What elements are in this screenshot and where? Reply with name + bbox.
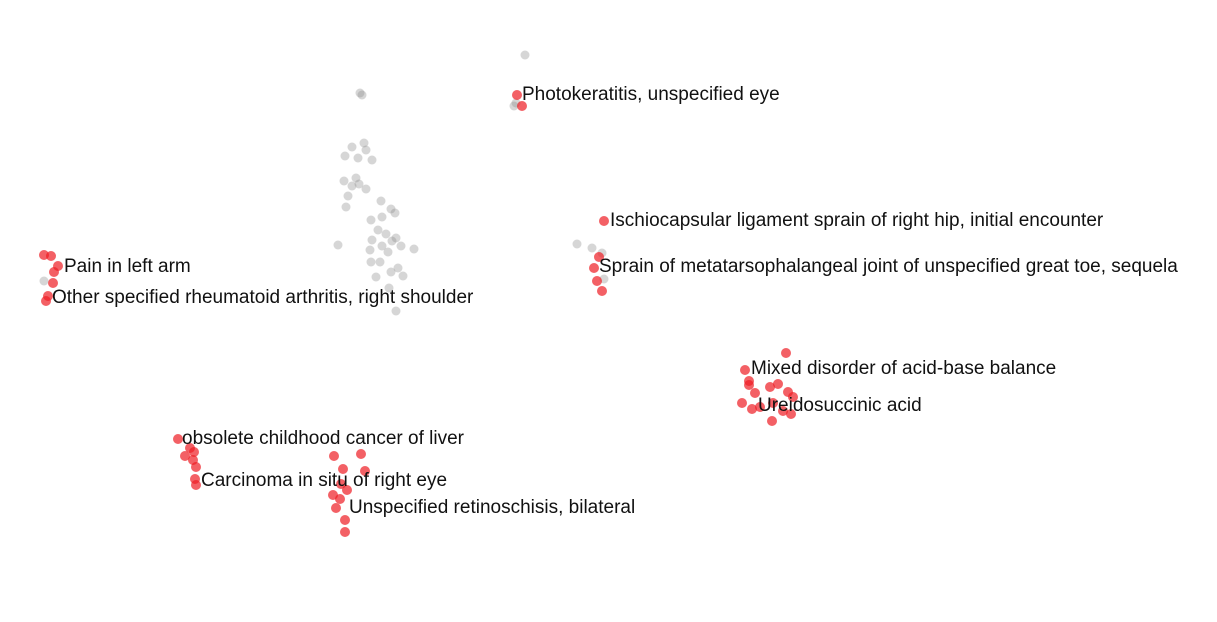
point-annotation-label: obsolete childhood cancer of liver — [182, 428, 465, 449]
gray-data-point — [365, 245, 375, 255]
gray-data-point — [367, 235, 377, 245]
red-data-point — [342, 485, 352, 495]
red-data-point — [360, 466, 370, 476]
gray-data-point — [353, 153, 363, 163]
gray-data-point — [387, 236, 397, 246]
gray-data-point — [377, 241, 387, 251]
gray-data-point — [354, 179, 364, 189]
gray-data-point — [361, 145, 371, 155]
red-data-point — [340, 515, 350, 525]
red-data-point — [592, 276, 602, 286]
gray-data-point — [333, 240, 343, 250]
red-data-point — [788, 392, 798, 402]
gray-data-point — [390, 208, 400, 218]
gray-data-point — [359, 138, 369, 148]
gray-data-point — [366, 257, 376, 267]
gray-data-point — [396, 241, 406, 251]
gray-data-point — [391, 306, 401, 316]
red-data-point — [740, 365, 750, 375]
red-data-point — [331, 503, 341, 513]
gray-data-point — [351, 173, 361, 183]
red-data-point — [747, 404, 757, 414]
point-annotation-label: Mixed disorder of acid-base balance — [751, 358, 1056, 379]
gray-data-point — [391, 233, 401, 243]
red-data-point — [589, 263, 599, 273]
red-data-point — [781, 348, 791, 358]
red-data-point — [773, 379, 783, 389]
gray-data-point — [509, 101, 519, 111]
gray-data-point — [409, 244, 419, 254]
gray-data-point — [587, 243, 597, 253]
gray-data-point — [367, 155, 377, 165]
red-data-point — [768, 398, 778, 408]
red-data-point — [778, 406, 788, 416]
red-data-point — [599, 216, 609, 226]
red-data-point — [744, 380, 754, 390]
gray-data-point — [384, 283, 394, 293]
red-data-point — [786, 409, 796, 419]
gray-data-point — [347, 142, 357, 152]
point-annotation-label: Ureidosuccinic acid — [758, 395, 922, 416]
red-data-point — [594, 252, 604, 262]
gray-data-point — [393, 263, 403, 273]
gray-data-point — [361, 184, 371, 194]
gray-data-point — [341, 202, 351, 212]
annotation-layer: Photokeratitis, unspecified eye Ischiocap… — [52, 84, 1178, 518]
gray-data-point — [373, 225, 383, 235]
gray-data-point — [357, 90, 367, 100]
gray-data-point — [377, 212, 387, 222]
red-data-point — [173, 434, 183, 444]
gray-data-point — [376, 196, 386, 206]
red-data-point — [737, 398, 747, 408]
gray-data-point — [383, 247, 393, 257]
point-annotation-label: Carcinoma in situ of right eye — [201, 470, 447, 491]
gray-data-point — [339, 176, 349, 186]
red-data-point — [512, 90, 522, 100]
gray-data-point — [398, 271, 408, 281]
gray-data-point — [343, 191, 353, 201]
gray-data-point — [386, 267, 396, 277]
red-data-point — [750, 388, 760, 398]
red-data-point — [517, 101, 527, 111]
red-data-point — [765, 382, 775, 392]
gray-data-point — [572, 239, 582, 249]
gray-data-point — [340, 151, 350, 161]
red-data-point — [46, 251, 56, 261]
point-annotation-label: Photokeratitis, unspecified eye — [522, 84, 780, 105]
red-data-point — [180, 451, 190, 461]
gray-data-point — [381, 229, 391, 239]
gray-data-point — [355, 88, 365, 98]
red-data-point — [49, 267, 59, 277]
gray-data-point — [39, 276, 49, 286]
red-data-point — [597, 286, 607, 296]
point-annotation-label: Ischiocapsular ligament sprain of right … — [610, 210, 1104, 231]
red-data-point — [340, 527, 350, 537]
red-data-point — [767, 416, 777, 426]
gray-data-point — [347, 181, 357, 191]
red-data-point — [329, 451, 339, 461]
red-data-point — [338, 464, 348, 474]
point-annotation-label: Other specified rheumatoid arthritis, ri… — [52, 287, 474, 308]
red-data-point — [48, 278, 58, 288]
gray-data-point — [366, 215, 376, 225]
gray-data-point — [386, 204, 396, 214]
gray-data-point — [520, 50, 530, 60]
point-annotation-label: Unspecified retinoschisis, bilateral — [349, 497, 635, 518]
red-data-point — [356, 449, 366, 459]
red-data-point — [191, 480, 201, 490]
red-data-point — [189, 447, 199, 457]
red-data-point — [755, 402, 765, 412]
red-data-point — [335, 494, 345, 504]
red-data-point — [191, 462, 201, 472]
point-annotation-label: Pain in left arm — [64, 256, 191, 277]
point-annotation-label: Sprain of metatarsophalangeal joint of u… — [599, 256, 1178, 277]
red-point-layer — [39, 90, 798, 537]
gray-data-point — [371, 272, 381, 282]
gray-data-point — [375, 257, 385, 267]
red-data-point — [41, 296, 51, 306]
